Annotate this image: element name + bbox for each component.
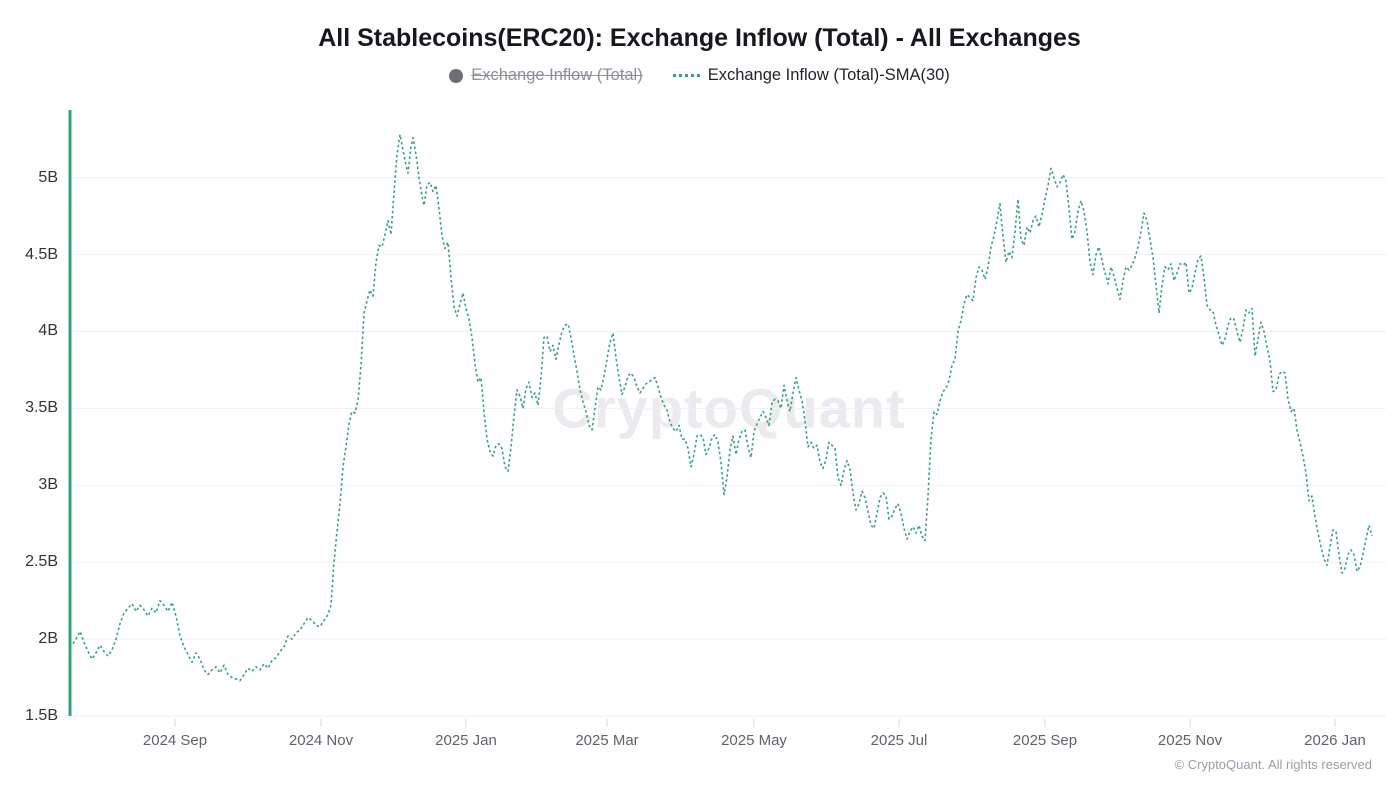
y-axis-labels: 5B 4.5B 4B 3.5B 3B 2.5B 2B 1.5B [0,0,58,789]
x-axis-label: 2025 Sep [1012,732,1078,749]
y-axis-label: 3B [38,476,58,494]
x-axis-label: 2025 May [721,732,787,749]
legend-circle-icon [449,68,464,83]
legend-label-exchange-inflow: Exchange Inflow (Total) [471,66,643,84]
legend: Exchange Inflow (Total) Exchange Inflow … [0,66,1399,85]
chart-title: All Stablecoins(ERC20): Exchange Inflow … [318,24,1081,52]
x-axis-label: 2025 Nov [1157,732,1223,749]
y-axis-label: 4.5B [25,245,58,263]
y-axis-label: 2B [38,630,58,648]
y-axis-label: 5B [38,168,58,186]
y-axis-label: 4B [38,322,58,340]
y-axis-label: 3.5B [25,399,58,417]
y-axis-label: 2.5B [25,553,58,571]
sma-line[interactable] [72,133,1373,682]
x-axis-label: 2025 Jul [870,732,928,749]
x-axis-label: 2024 Nov [288,732,354,749]
y-axis-label: 1.5B [25,707,58,724]
legend-label-sma: Exchange Inflow (Total)-SMA(30) [707,66,950,84]
x-axis-label: 2025 Jan [435,732,497,749]
legend-dashed-line-icon [672,74,700,77]
legend-item-sma[interactable]: Exchange Inflow (Total)-SMA(30) [672,66,950,85]
copyright-text: © CryptoQuant. All rights reserved [1174,757,1372,772]
x-axis-label: 2026 Jan [1304,732,1366,749]
x-axis-label: 2025 Mar [575,732,639,749]
legend-item-exchange-inflow[interactable]: Exchange Inflow (Total) [449,66,643,85]
x-axis-label: 2024 Sep [142,732,208,749]
